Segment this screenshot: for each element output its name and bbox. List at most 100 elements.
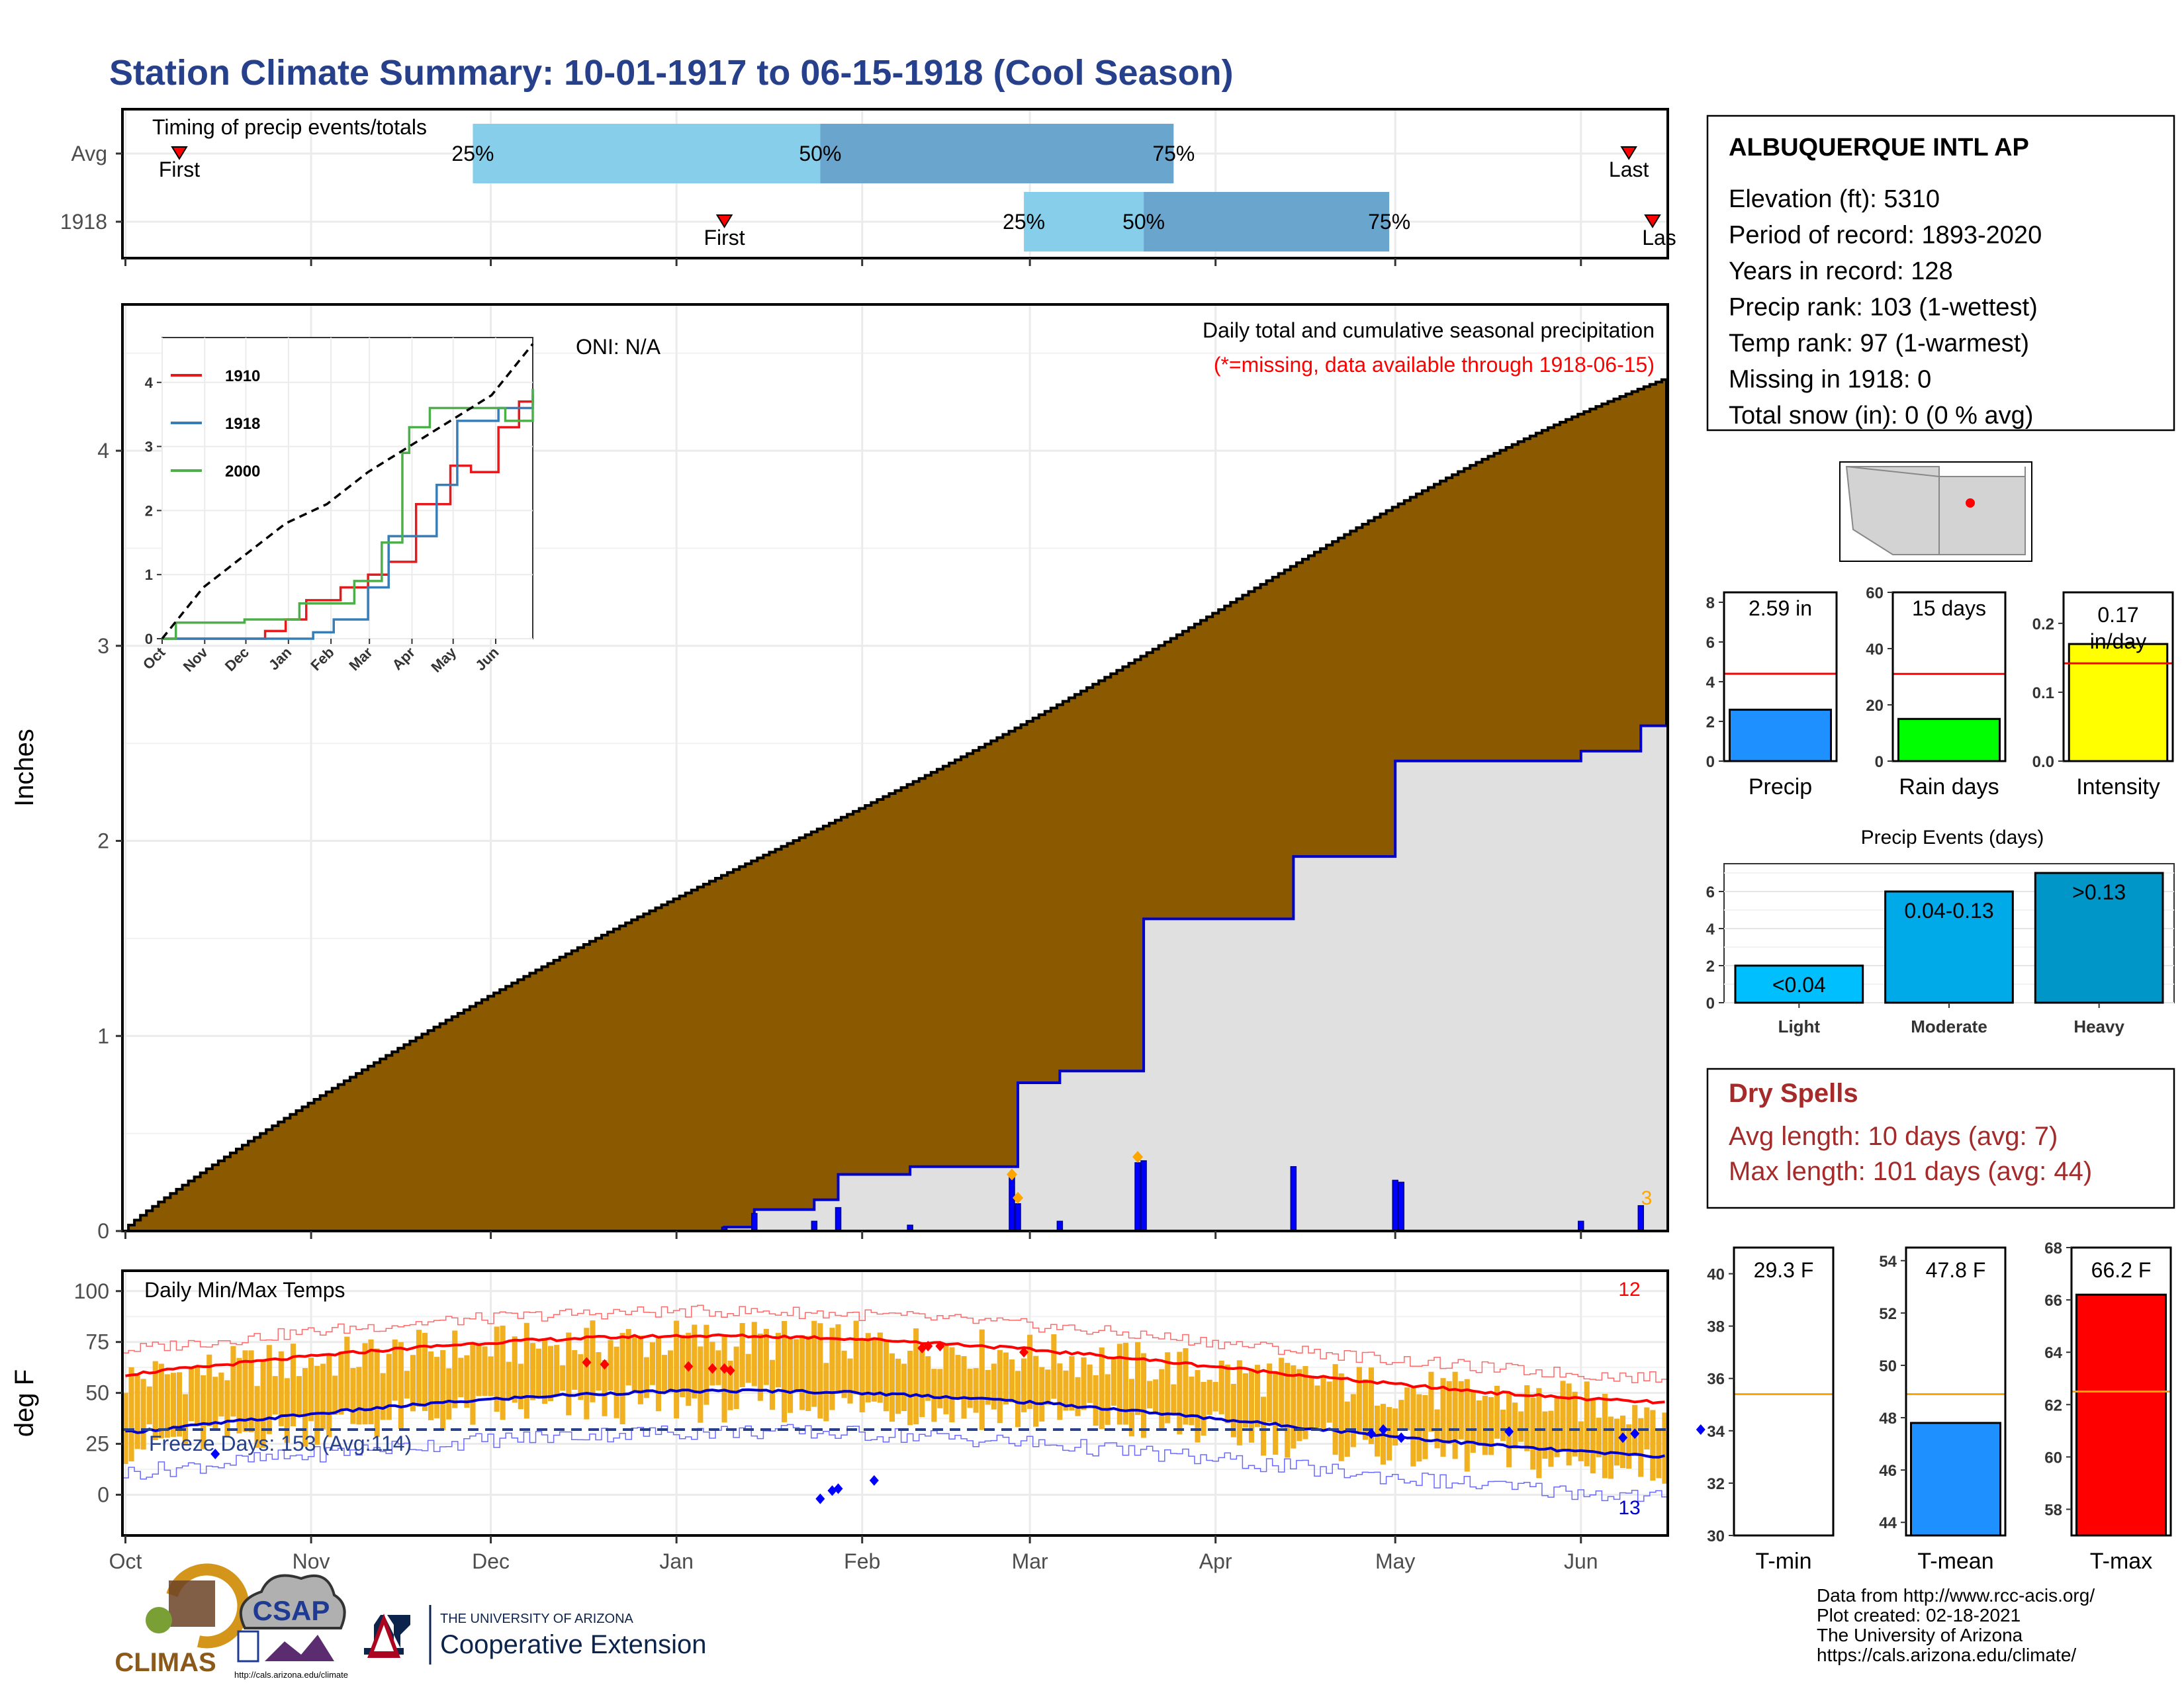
mini-bar-ytick: 58 xyxy=(2044,1501,2062,1519)
daily-precip-bar xyxy=(1015,1203,1021,1232)
daily-temp-bar xyxy=(1452,1371,1458,1459)
daily-temp-bar xyxy=(919,1350,925,1418)
mini-bar-value xyxy=(2075,1293,2167,1537)
timing-pct-label: 75% xyxy=(1152,142,1195,165)
daily-temp-bar xyxy=(494,1326,500,1412)
arizona-shape xyxy=(1845,466,1940,555)
daily-temp-bar xyxy=(1075,1377,1081,1416)
record-low-marker xyxy=(1630,1428,1640,1440)
mini-bar-value-label: in/day xyxy=(2090,629,2146,653)
daily-temp-bar xyxy=(1326,1381,1332,1423)
daily-temp-bar xyxy=(1512,1402,1518,1449)
daily-temp-bar xyxy=(201,1375,206,1449)
daily-temp-bar xyxy=(529,1343,535,1400)
daily-temp-bar xyxy=(769,1359,775,1410)
daily-temp-bar xyxy=(134,1374,140,1449)
daily-temp-bar xyxy=(668,1350,674,1393)
daily-precip-bar xyxy=(1009,1173,1015,1232)
mini-bar-value-label: 66.2 F xyxy=(2091,1258,2152,1282)
daily-precip-bar xyxy=(835,1207,842,1232)
station-name: ALBUQUERQUE INTL AP xyxy=(1729,134,2029,161)
record-high-marker xyxy=(600,1359,610,1370)
mini-bar-value-label: 47.8 F xyxy=(1926,1258,1986,1282)
daily-temp-bar xyxy=(1242,1373,1248,1428)
inset-ytick-label: 3 xyxy=(145,439,153,455)
mini-bar-ytick: 0.1 xyxy=(2032,684,2054,702)
daily-temp-bar xyxy=(350,1368,356,1424)
daily-temp-bar xyxy=(1392,1408,1398,1446)
mini-bar-ytick: 60 xyxy=(2044,1449,2062,1467)
daily-temp-bar xyxy=(1087,1364,1093,1403)
daily-temp-bar xyxy=(1656,1428,1662,1479)
daily-temp-bar xyxy=(224,1380,230,1437)
inset-series-line xyxy=(162,388,534,640)
daily-temp-bar xyxy=(1128,1379,1134,1437)
timing-bar-early xyxy=(473,124,821,183)
daily-temp-bar xyxy=(1596,1418,1602,1457)
mini-bar-xlabel: Rain days xyxy=(1899,774,1999,800)
daily-temp-bar xyxy=(1039,1367,1045,1422)
daily-temp-bar xyxy=(1590,1400,1596,1474)
daily-temp-bar xyxy=(176,1372,182,1437)
last-event-marker xyxy=(1620,146,1637,160)
daily-temp-bar xyxy=(434,1357,440,1418)
daily-temp-bar xyxy=(1297,1369,1302,1441)
oni-label: ONI: N/A xyxy=(576,335,661,359)
daily-temp-bar xyxy=(1308,1377,1314,1428)
daily-temp-bar xyxy=(1224,1364,1230,1424)
daily-temp-bar xyxy=(961,1356,967,1419)
ua-big-text: Cooperative Extension xyxy=(440,1630,706,1659)
daily-temp-bar xyxy=(937,1369,943,1408)
dry-spells-box: Dry Spells Avg length: 10 days (avg: 7) … xyxy=(1706,1068,2175,1209)
new-mexico-shape xyxy=(1938,476,2026,555)
temp-ytick-label: 25 xyxy=(85,1432,109,1456)
climas-logo: CLIMAS xyxy=(114,1563,250,1677)
daily-temp-bar xyxy=(1518,1411,1524,1442)
daily-precip-bar xyxy=(1398,1181,1405,1232)
daily-temp-bar xyxy=(692,1324,698,1398)
events-title: Precip Events (days) xyxy=(1861,827,2044,848)
record-low-marker xyxy=(869,1475,879,1486)
timing-pct-label: 75% xyxy=(1368,210,1410,234)
daily-temp-bar xyxy=(362,1343,368,1425)
daily-temp-bar xyxy=(1279,1357,1285,1425)
daily-temp-bar xyxy=(482,1346,488,1396)
daily-temp-bar xyxy=(811,1320,817,1407)
daily-temp-bar xyxy=(1320,1375,1326,1432)
daily-temp-bar xyxy=(326,1355,332,1438)
dry-spells-max: Max length: 101 days (avg: 44) xyxy=(1729,1157,2092,1186)
mini-bar-chart: 44 46 48 50 52 54 47.8 F T-mean xyxy=(1879,1246,2007,1574)
record-high-marker xyxy=(1019,1347,1029,1358)
mini-bar-value xyxy=(1729,708,1832,762)
avg-low-line xyxy=(125,1388,1665,1459)
station-marker xyxy=(1966,498,1975,508)
timing-pct-label: 25% xyxy=(451,142,494,165)
daily-temp-bar xyxy=(1201,1382,1206,1436)
daily-temp-bar xyxy=(1650,1410,1656,1481)
daily-temp-bar xyxy=(1578,1421,1584,1461)
daily-temp-bar xyxy=(1488,1396,1494,1455)
missing-data-marker xyxy=(1132,1151,1144,1163)
daily-temp-bar xyxy=(727,1360,733,1410)
events-bar-label: 0.04-0.13 xyxy=(1904,899,1993,923)
daily-temp-bar xyxy=(470,1342,476,1425)
month-tick-label: Jan xyxy=(659,1549,694,1573)
daily-temp-bar xyxy=(140,1379,146,1450)
daily-temp-bar xyxy=(488,1356,494,1396)
daily-temp-bar xyxy=(835,1324,841,1393)
mini-bar-ytick: 62 xyxy=(2044,1396,2062,1414)
last-label: Las xyxy=(1642,226,1676,250)
daily-temp-bar xyxy=(584,1328,590,1420)
record-high-marker xyxy=(582,1357,592,1368)
mini-bar-chart: 30 32 34 36 38 40 29.3 F T-min xyxy=(1707,1246,1835,1574)
mini-bar-value-label: 29.3 F xyxy=(1754,1258,1814,1282)
temp-ytick-label: 75 xyxy=(85,1330,109,1354)
daily-temp-bar xyxy=(889,1353,895,1422)
daily-precip-bar xyxy=(751,1212,758,1232)
daily-temp-bar xyxy=(1057,1363,1063,1420)
record-low-marker xyxy=(1504,1426,1514,1438)
daily-temp-bar xyxy=(374,1348,380,1437)
mini-bar-ytick: 0.0 xyxy=(2032,753,2054,771)
month-tick-label: Mar xyxy=(1012,1549,1048,1573)
